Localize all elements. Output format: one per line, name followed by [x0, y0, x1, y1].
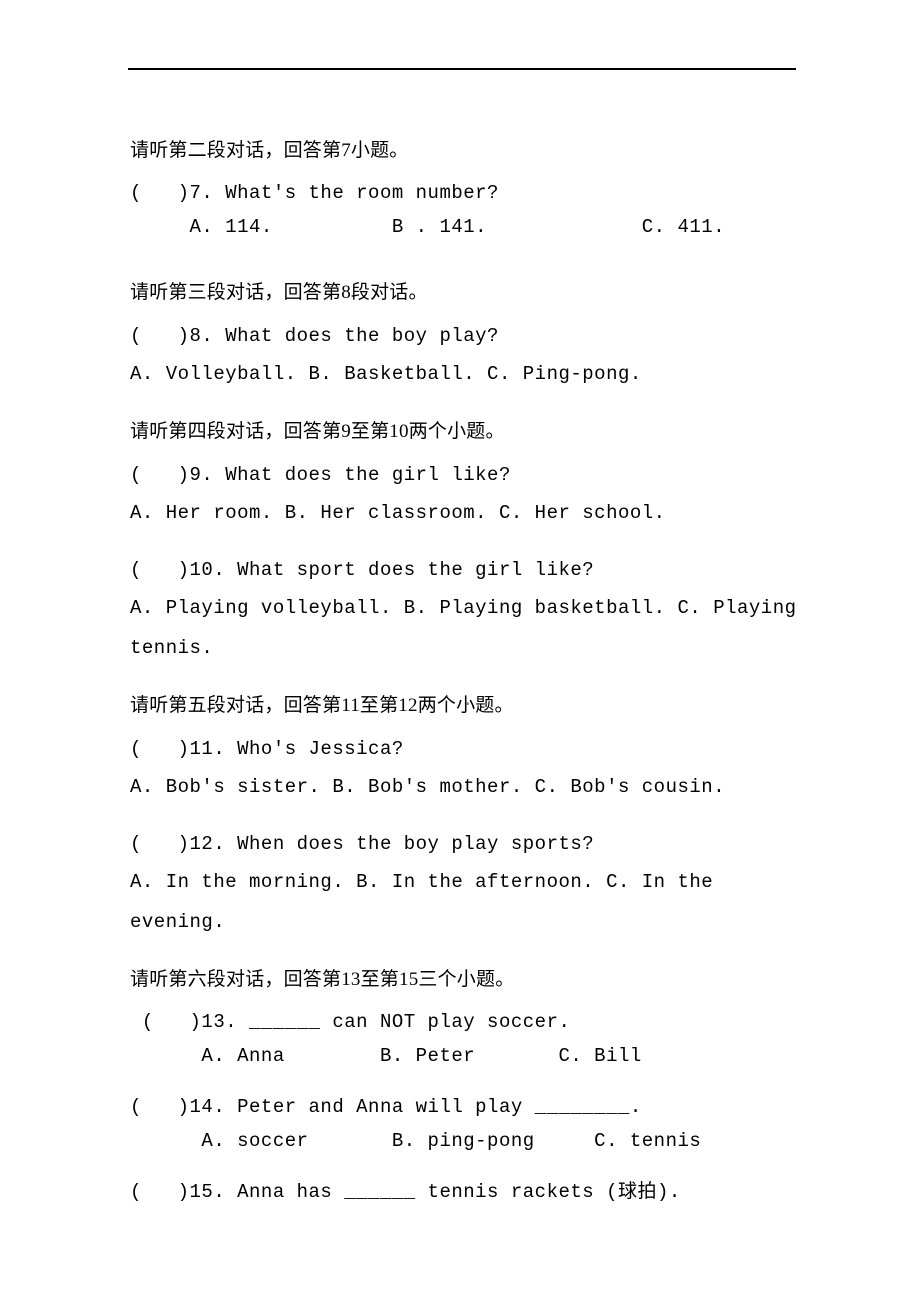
- section-2-instruction: 请听第二段对话，回答第7小题。: [130, 136, 805, 165]
- section-3-instruction: 请听第三段对话，回答第8段对话。: [130, 278, 805, 307]
- top-horizontal-rule: [128, 68, 796, 70]
- q11-options: A. Bob's sister. B. Bob's mother. C. Bob…: [130, 768, 805, 808]
- q8-options: A. Volleyball. B. Basketball. C. Ping-po…: [130, 355, 805, 395]
- q13-options: A. Anna B. Peter C. Bill: [130, 1042, 805, 1071]
- q11-stem: ( )11. Who's Jessica?: [130, 735, 805, 764]
- q7-options: A. 114. B . 141. C. 411.: [130, 213, 805, 242]
- q8-stem: ( )8. What does the boy play?: [130, 322, 805, 351]
- q10-options: A. Playing volleyball. B. Playing basket…: [130, 589, 805, 669]
- section-4-instruction: 请听第四段对话，回答第9至第10两个小题。: [130, 417, 805, 446]
- q14-stem: ( )14. Peter and Anna will play ________…: [130, 1093, 805, 1122]
- q15-stem: ( )15. Anna has ______ tennis rackets (球…: [130, 1178, 805, 1207]
- q12-options: A. In the morning. B. In the afternoon. …: [130, 863, 805, 943]
- section-6-instruction: 请听第六段对话，回答第13至第15三个小题。: [130, 965, 805, 994]
- q13-stem: ( )13. ______ can NOT play soccer.: [130, 1008, 805, 1037]
- q14-options: A. soccer B. ping-pong C. tennis: [130, 1127, 805, 1156]
- q10-stem: ( )10. What sport does the girl like?: [130, 556, 805, 585]
- q7-stem: ( )7. What's the room number?: [130, 179, 805, 208]
- center-dot-icon: ▪: [466, 698, 470, 710]
- q9-options: A. Her room. B. Her classroom. C. Her sc…: [130, 494, 805, 534]
- q12-stem: ( )12. When does the boy play sports?: [130, 830, 805, 859]
- content-body: 请听第二段对话，回答第7小题。 ( )7. What's the room nu…: [130, 136, 805, 1208]
- q9-stem: ( )9. What does the girl like?: [130, 461, 805, 490]
- page: 请听第二段对话，回答第7小题。 ( )7. What's the room nu…: [0, 0, 920, 1302]
